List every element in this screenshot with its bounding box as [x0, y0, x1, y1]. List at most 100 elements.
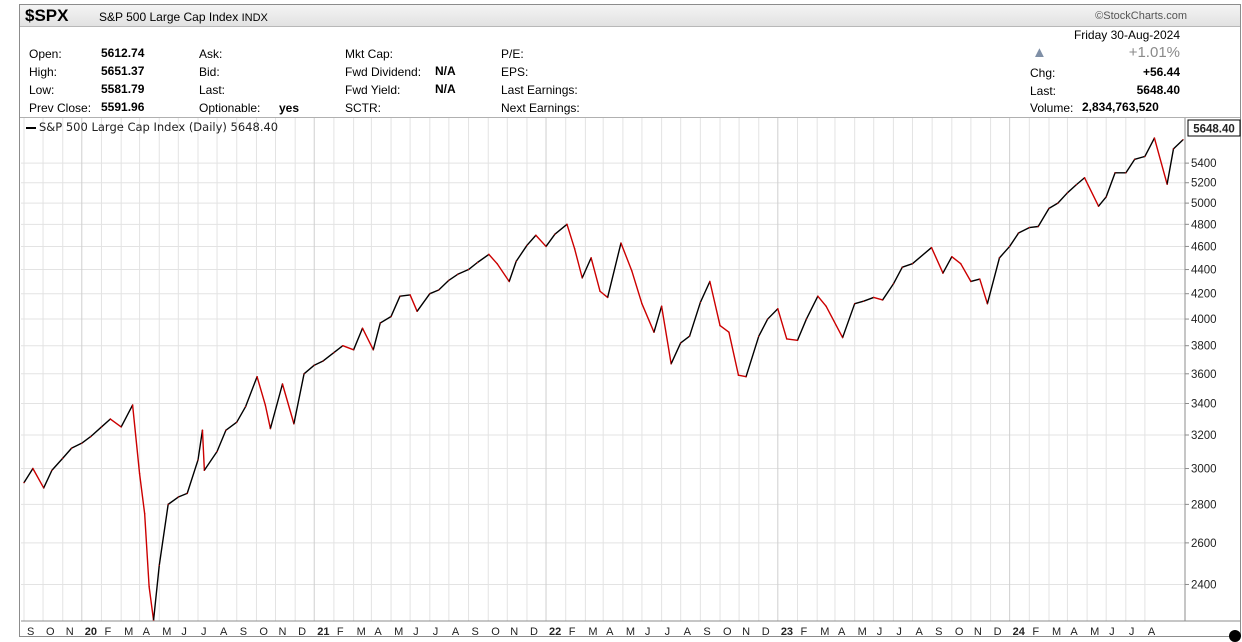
data-point: [342, 345, 344, 347]
data-point: [670, 363, 672, 365]
series-segment: [841, 302, 856, 339]
series-segment: [143, 513, 150, 588]
series-segment: [448, 273, 459, 281]
series-segment: [817, 295, 827, 307]
series-segment: [313, 360, 324, 366]
data-point: [607, 296, 609, 299]
data-point: [372, 349, 374, 351]
x-tick-label: N: [66, 626, 74, 638]
series-segment: [653, 305, 663, 333]
prev-close-value: 5591.96: [101, 100, 145, 114]
series-segment: [737, 374, 747, 378]
series-segment: [167, 496, 180, 506]
x-tick-label: M: [626, 626, 635, 638]
data-point: [1153, 137, 1156, 139]
data-point: [322, 360, 324, 362]
data-point: [862, 300, 865, 302]
x-tick-label: J: [181, 626, 187, 638]
price-series: [23, 137, 1184, 622]
low-value: 5581.79: [101, 82, 145, 96]
data-point: [873, 296, 875, 299]
series-segment: [333, 345, 344, 354]
x-tick-label: F: [801, 626, 808, 638]
series-segment: [429, 289, 440, 295]
data-point: [641, 303, 643, 305]
y-tick-label: 3000: [1191, 464, 1217, 476]
data-point: [825, 305, 827, 307]
x-tick-label: M: [357, 626, 366, 638]
series-segment: [554, 223, 568, 235]
index-name-text: S&P 500 Large Cap Index: [99, 10, 239, 24]
data-point: [245, 405, 247, 408]
data-point: [699, 301, 701, 304]
data-point: [661, 305, 663, 307]
x-tick-label: O: [491, 626, 500, 638]
data-point: [728, 331, 730, 333]
series-segment: [1075, 177, 1086, 186]
x-tick-label: A: [838, 626, 846, 638]
series-segment: [203, 450, 218, 471]
x-tick-label: M: [1052, 626, 1061, 638]
optionable-value: yes: [279, 101, 300, 115]
x-tick-label: S: [27, 626, 34, 638]
next-earnings-label: Next Earnings:: [501, 101, 580, 115]
data-point: [62, 457, 64, 459]
data-point: [1009, 245, 1011, 248]
series-segment: [573, 248, 583, 279]
x-tick-label: N: [974, 626, 982, 638]
series-segment: [1144, 137, 1156, 158]
series-segment: [437, 279, 450, 291]
series-segment: [942, 256, 953, 274]
x-tick-label: J: [877, 626, 883, 638]
x-tick-label: D: [994, 626, 1002, 638]
series-segment: [1028, 225, 1039, 229]
header-separator: [20, 117, 1240, 118]
series-segment: [881, 283, 895, 301]
data-point: [476, 261, 479, 264]
series-segment: [1172, 139, 1184, 150]
series-segment: [177, 492, 188, 498]
data-point: [1105, 196, 1107, 198]
last-value-tag-box: [1187, 119, 1241, 137]
series-segment: [303, 364, 315, 375]
series-segment: [23, 467, 34, 484]
series-segment: [399, 294, 411, 297]
series-segment: [599, 290, 609, 299]
x-tick-label: J: [1109, 626, 1115, 638]
data-point: [438, 289, 440, 291]
data-point: [448, 279, 450, 281]
series-segment: [1166, 148, 1175, 185]
y-tick-label: 3200: [1191, 430, 1217, 442]
x-tick-label: M: [162, 626, 171, 638]
data-point: [138, 473, 141, 475]
data-point: [457, 273, 459, 275]
series-segment: [796, 318, 808, 341]
y-tick-label: 5400: [1191, 158, 1217, 170]
series-segment: [873, 296, 884, 301]
series-segment: [100, 418, 112, 428]
x-tick-label: J: [433, 626, 439, 638]
x-tick-label: F: [1032, 626, 1039, 638]
series-segment: [1048, 202, 1059, 210]
series-segment: [951, 256, 962, 265]
data-point: [144, 513, 146, 515]
x-tick-label: N: [510, 626, 518, 638]
data-point: [1037, 225, 1039, 228]
data-point: [817, 295, 819, 297]
data-point: [1134, 158, 1136, 160]
x-axis-ticks: S O N 20 F M A M J J A S O N D 21 F M A M J J A S O N D 22 F M A M J J A S O…: [27, 626, 1156, 638]
data-point: [796, 339, 799, 341]
data-point: [786, 338, 788, 340]
data-point: [1182, 139, 1184, 141]
index-name: S&P 500 Large Cap Index INDX: [99, 10, 268, 24]
x-tick-label: A: [452, 626, 460, 638]
data-point: [409, 294, 411, 296]
series-segment: [1097, 196, 1107, 207]
series-segment: [688, 301, 702, 337]
data-point: [158, 564, 160, 566]
series-segment: [1153, 137, 1168, 185]
data-point: [71, 447, 73, 449]
series-segment: [979, 278, 989, 305]
data-point: [256, 376, 258, 378]
volume-label: Volume:: [1030, 101, 1074, 115]
